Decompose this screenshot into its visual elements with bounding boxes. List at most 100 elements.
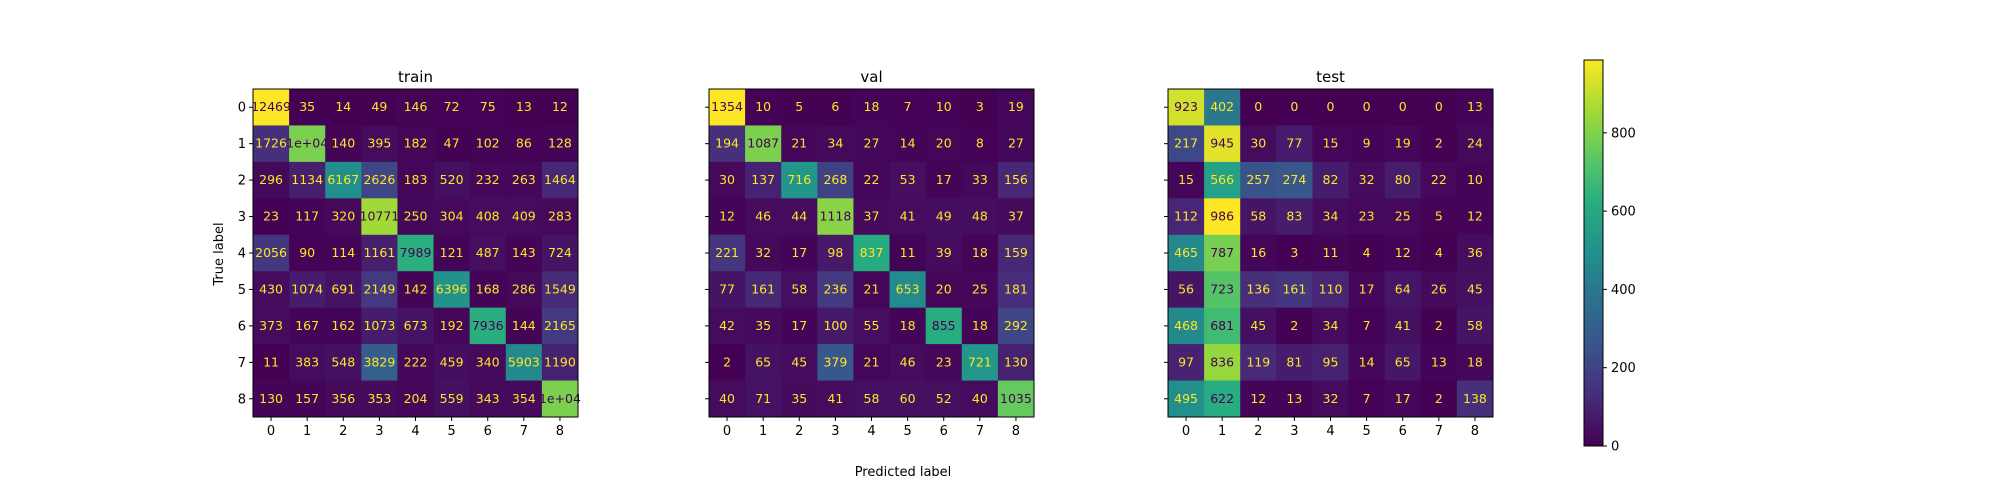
- heatmap-cell: [361, 198, 398, 236]
- cell-value-label: 13: [1431, 354, 1447, 369]
- heatmap-cell: [781, 380, 818, 418]
- x-tick-label: 1: [303, 424, 311, 439]
- heatmap-cell: [253, 198, 290, 236]
- heatmap-cell: [1240, 307, 1277, 345]
- cell-value-label: 2165: [544, 318, 576, 333]
- heatmap-cell: [997, 307, 1035, 345]
- cell-value-label: 40: [972, 391, 988, 406]
- heatmap-cell: [505, 380, 543, 418]
- cell-value-label: 17: [791, 245, 807, 260]
- cell-value-label: 468: [1174, 318, 1198, 333]
- cell-value-label: 192: [440, 318, 464, 333]
- cell-value-label: 33: [972, 172, 988, 187]
- heatmap-cell: [1240, 234, 1277, 272]
- cell-value-label: 257: [1246, 172, 1270, 187]
- x-tick-label: 4: [867, 424, 875, 439]
- heatmap-cell: [853, 234, 890, 272]
- heatmap-cell: [289, 271, 326, 309]
- cell-value-label: 673: [404, 318, 428, 333]
- heatmap-cell: [889, 161, 927, 199]
- cell-value-label: 19: [1395, 136, 1411, 151]
- heatmap-cell: [469, 380, 507, 418]
- cell-value-label: 22: [1431, 172, 1447, 187]
- heatmap-cell: [853, 307, 890, 345]
- cell-value-label: 58: [1467, 318, 1483, 333]
- cell-value-label: 716: [787, 172, 811, 187]
- cell-value-label: 35: [755, 318, 771, 333]
- cell-value-label: 681: [1210, 318, 1234, 333]
- cell-value-label: 268: [823, 172, 847, 187]
- cell-value-label: 23: [263, 209, 279, 224]
- cell-value-label: 130: [1004, 354, 1028, 369]
- heatmap-cell: [961, 271, 999, 309]
- heatmap-cell: [397, 125, 434, 163]
- heatmap-cell: [853, 125, 890, 163]
- heatmap-cell: [289, 89, 326, 126]
- cell-value-label: 156: [1004, 172, 1028, 187]
- cell-value-label: 138: [1463, 391, 1487, 406]
- cell-value-label: 4: [1435, 245, 1443, 260]
- cell-value-label: 0: [1254, 99, 1262, 114]
- heatmap-cell: [1168, 344, 1205, 381]
- cell-value-label: 408: [476, 209, 500, 224]
- cell-value-label: 2149: [363, 281, 395, 296]
- x-tick-label: 4: [1326, 424, 1334, 439]
- cell-value-label: 17: [936, 172, 952, 187]
- heatmap-cell: [709, 89, 746, 126]
- cell-value-label: 64: [1395, 281, 1411, 296]
- cell-value-label: 49: [936, 209, 952, 224]
- cell-value-label: 58: [1250, 209, 1266, 224]
- heatmap-cell: [745, 198, 782, 236]
- cell-value-label: 19: [1008, 99, 1024, 114]
- heatmap-cell: [781, 271, 818, 309]
- cell-value-label: 55: [864, 318, 880, 333]
- y-tick-label: 5: [238, 283, 246, 298]
- cell-value-label: 16: [1250, 245, 1266, 260]
- heatmap-cell: [289, 380, 326, 418]
- heatmap-cell: [253, 89, 290, 126]
- cell-value-label: 17: [791, 318, 807, 333]
- heatmap-cell: [253, 344, 290, 381]
- heatmap-cell: [925, 307, 963, 345]
- heatmap-cell: [469, 344, 507, 381]
- cell-value-label: 75: [480, 99, 496, 114]
- cell-value-label: 0: [1290, 99, 1298, 114]
- heatmap-cell: [853, 344, 890, 381]
- cell-value-label: 923: [1174, 99, 1198, 114]
- heatmap-cell: [469, 234, 507, 272]
- cell-value-label: 45: [1467, 281, 1483, 296]
- heatmap-cell: [541, 89, 579, 126]
- heatmap-cell: [1384, 307, 1422, 345]
- heatmap-cell: [889, 89, 927, 126]
- heatmap-cell: [325, 234, 362, 272]
- y-tick-label: 4: [238, 247, 246, 262]
- cell-value-label: 2: [723, 354, 731, 369]
- cell-value-label: 65: [1395, 354, 1411, 369]
- cell-value-label: 194: [715, 136, 739, 151]
- heatmap-cell: [1240, 125, 1277, 163]
- heatmap-cell: [745, 271, 782, 309]
- y-tick-label: 7: [238, 356, 246, 371]
- heatmap-cell: [961, 234, 999, 272]
- cell-value-label: 12469: [251, 99, 291, 114]
- heatmap-cell: [541, 125, 579, 163]
- cell-value-label: 691: [331, 281, 355, 296]
- heatmap-cell: [781, 344, 818, 381]
- cell-value-label: 34: [1323, 209, 1339, 224]
- heatmap-cell: [325, 307, 362, 345]
- cell-value-label: 263: [512, 172, 536, 187]
- heatmap-cell: [469, 198, 507, 236]
- cell-value-label: 430: [259, 281, 283, 296]
- x-tick-label: 0: [723, 424, 731, 439]
- colorbar-tick-label: 400: [1611, 283, 1636, 298]
- cell-value-label: 2: [1435, 391, 1443, 406]
- cell-value-label: 232: [476, 172, 500, 187]
- cell-value-label: 250: [404, 209, 428, 224]
- heatmap-cell: [361, 271, 398, 309]
- heatmap-cell: [397, 198, 434, 236]
- heatmap-cell: [469, 161, 507, 199]
- heatmap-cell: [325, 271, 362, 309]
- cell-value-label: 10: [1467, 172, 1483, 187]
